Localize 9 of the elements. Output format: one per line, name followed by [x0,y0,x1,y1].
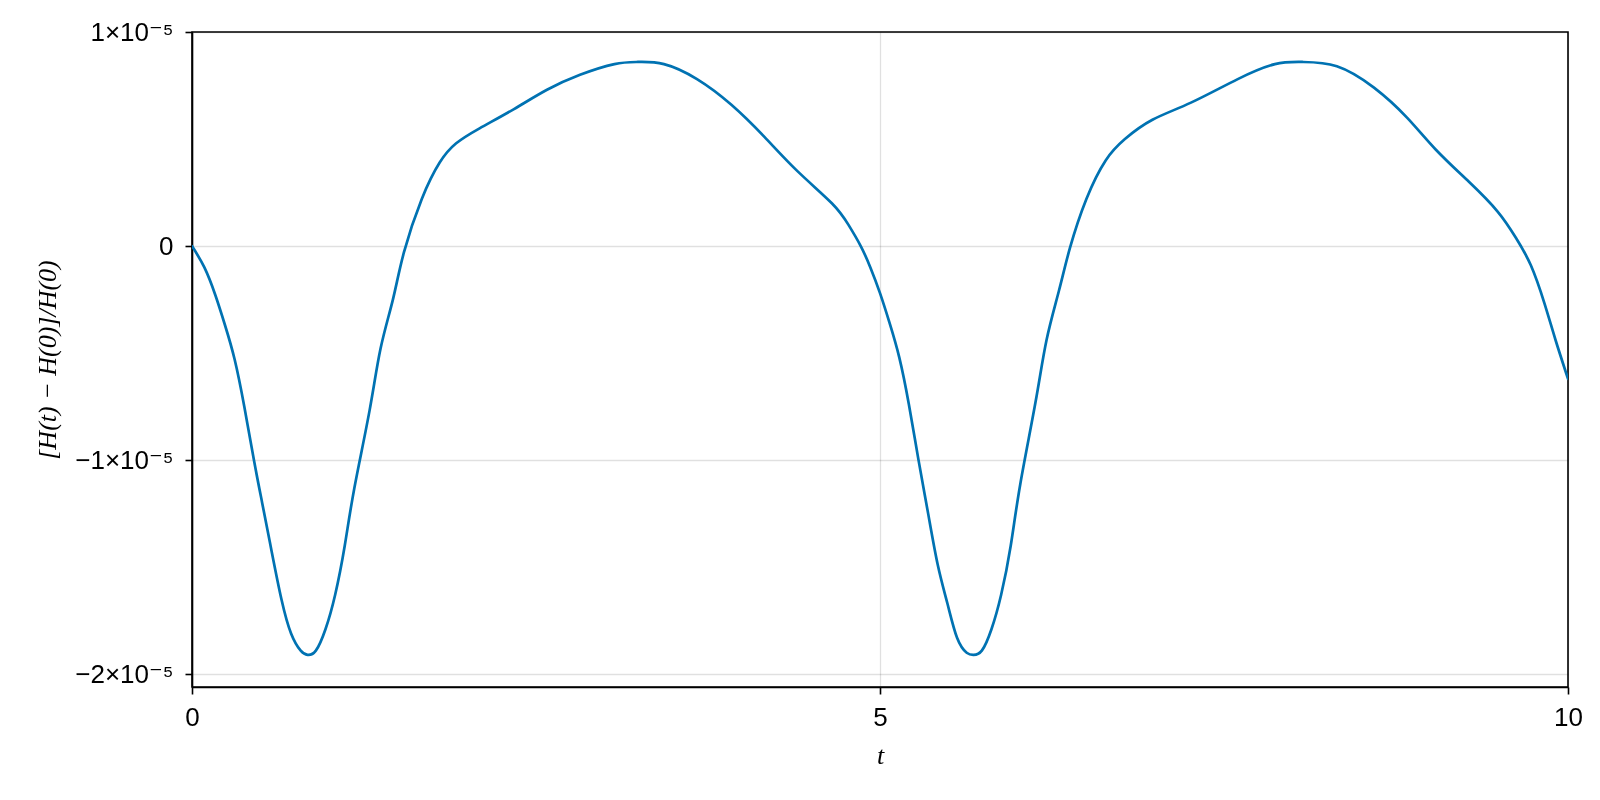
y-tick-label: 0 [159,230,174,261]
y-tick-label: 1×10⁻⁵ [90,16,174,47]
x-tick-label: 10 [1554,701,1583,732]
x-tick-label: 0 [185,701,200,732]
x-axis-title: t [876,740,885,770]
y-axis-title: [H(t) − H(0)]/H(0) [33,260,63,460]
y-tick-label: −2×10⁻⁵ [75,658,174,689]
y-tick-label: −1×10⁻⁵ [75,444,174,475]
x-tick-label: 5 [873,701,888,732]
